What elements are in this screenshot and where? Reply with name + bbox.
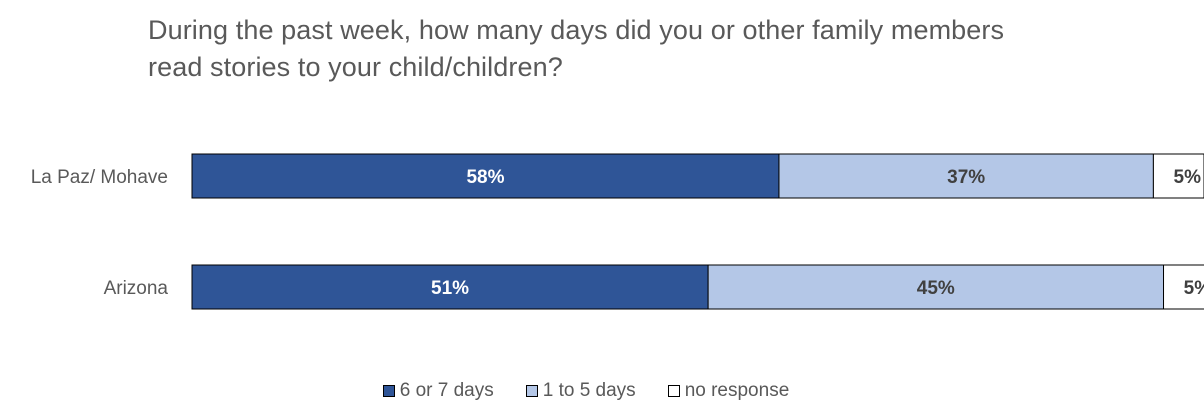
legend-label: no response <box>684 380 790 401</box>
legend-item: 6 or 7 days <box>382 380 494 402</box>
data-label: 45% <box>917 278 955 299</box>
legend-item: no response <box>667 380 790 402</box>
data-label: 5% <box>1184 278 1204 299</box>
data-label: 58% <box>466 167 504 188</box>
category-label: La Paz/ Mohave <box>31 167 168 188</box>
category-label: Arizona <box>104 278 169 299</box>
legend-label: 1 to 5 days <box>542 380 636 401</box>
legend-label: 6 or 7 days <box>399 380 494 401</box>
bar-segment <box>778 153 1154 199</box>
chart-legend: 6 or 7 days 1 to 5 days no response <box>0 380 1188 402</box>
bar-segment <box>1163 264 1204 310</box>
data-label: 51% <box>431 278 469 299</box>
bar-segment <box>1152 153 1204 199</box>
bar-segment <box>707 264 1165 310</box>
data-label: 5% <box>1174 167 1202 188</box>
legend-swatch <box>667 385 680 397</box>
legend-swatch <box>525 385 538 397</box>
data-label: 37% <box>947 167 985 188</box>
legend-item: 1 to 5 days <box>525 380 636 402</box>
legend-swatch <box>382 385 395 397</box>
chart-title: During the past week, how many days did … <box>148 15 1005 82</box>
bar-segment <box>191 264 709 310</box>
